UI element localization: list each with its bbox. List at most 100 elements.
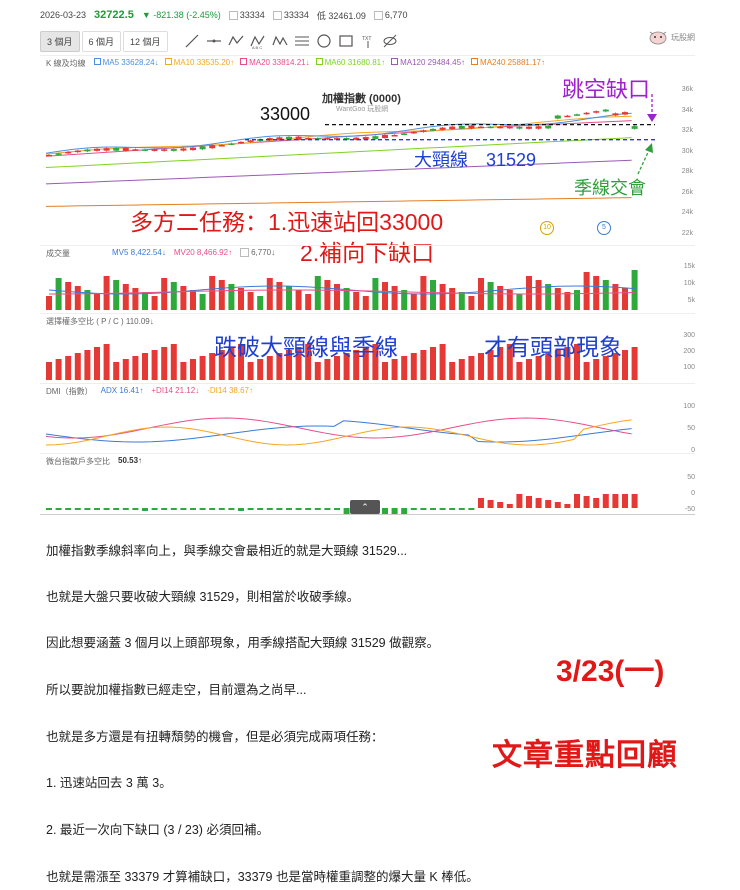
season-arrow (637, 147, 651, 175)
candle (449, 126, 456, 130)
volume-bar (65, 282, 72, 310)
pc-legend: 選擇權多空比 ( P / C ) 110.09↓ (46, 316, 154, 327)
vol-value-text: 6,770↓ (251, 248, 276, 257)
xabcd-pattern-tool-icon[interactable] (270, 32, 290, 50)
fibonacci-tool-icon[interactable] (292, 32, 312, 50)
pc-bar (305, 344, 312, 380)
volume-bar (449, 288, 456, 310)
retail-bar (506, 504, 513, 508)
pc-bar (218, 350, 225, 380)
dmi-chart[interactable] (40, 384, 695, 454)
quote-volume: 6,770 (373, 10, 407, 21)
ma-legend-text: MA20 33814.21↓ (249, 58, 310, 67)
dmi-tick: 50 (687, 425, 695, 432)
candle (142, 149, 148, 151)
candle (46, 154, 52, 157)
pc-bar (487, 350, 494, 380)
candle (334, 138, 340, 140)
retail-bar (497, 502, 504, 508)
pc-bar (247, 362, 254, 380)
svg-text:A B C: A B C (252, 45, 262, 49)
annotation-head: 才有頭部現象 (484, 334, 622, 360)
volume-bar (113, 280, 120, 310)
annotation-gap: 跳空缺口 (562, 77, 651, 102)
annotation-mission-1: 多方二任務：1.迅速站回33000 (130, 209, 444, 235)
retail-bar (122, 508, 129, 510)
retail-bar (410, 508, 417, 510)
period-12m-button[interactable]: 12 個月 (123, 30, 168, 52)
pc-bar (622, 350, 628, 380)
volume-bar (276, 282, 283, 310)
quote-open-value: 33334 (239, 9, 265, 20)
ma-legend-item: MA120 29484.45↑ (391, 58, 465, 69)
adx-line (45, 420, 632, 443)
retail-bar (439, 508, 446, 510)
retail-bar (334, 508, 340, 510)
retail-bar (286, 508, 292, 510)
rectangle-tool-icon[interactable] (336, 32, 356, 50)
volume-bar (535, 280, 542, 310)
period-6m-button[interactable]: 6 個月 (81, 30, 122, 52)
article-line: 也就是多方還是有扭轉頹勢的機會，但是必須完成兩項任務： (46, 730, 384, 744)
volume-bar (602, 280, 609, 310)
retail-bar (401, 508, 408, 514)
retail-bar (622, 494, 628, 508)
pc-bar (478, 353, 484, 380)
candle (554, 115, 561, 119)
retail-bar (458, 508, 465, 510)
annotation-mission-2: 2.補向下缺口 (300, 240, 435, 266)
kline-chart[interactable] (40, 56, 695, 246)
hline-tool-icon[interactable] (204, 32, 224, 50)
vol-value: 6,770↓ (240, 248, 276, 258)
candle (497, 126, 504, 129)
retail-bar (113, 508, 120, 510)
retail-bar (65, 508, 72, 510)
ma-legend-text: MA5 33628.24↓ (102, 58, 159, 67)
volume-bar (142, 292, 148, 310)
retail-ratio-chart[interactable] (40, 454, 695, 514)
pc-bar (170, 344, 177, 380)
retail-bar (46, 508, 52, 510)
circle-tool-icon[interactable] (314, 32, 334, 50)
candle (286, 136, 292, 140)
kline-y-axis: 36k 34k 32k 30k 28k 26k 24k 22k (665, 86, 695, 246)
candle (199, 146, 206, 150)
ma240-line (45, 197, 632, 207)
trendline-tool-icon[interactable] (182, 32, 202, 50)
hide-drawings-eye-icon[interactable] (380, 32, 400, 50)
mv20-value: MV20 8,466.92↑ (173, 248, 233, 257)
volume-chart[interactable] (40, 246, 695, 314)
candle (103, 148, 110, 151)
retail-bar (238, 508, 244, 511)
volume-bar (574, 290, 580, 310)
ma-legend-item: MA10 33535.20↑ (164, 58, 234, 69)
vol-tick: 15k (683, 263, 695, 270)
event-marker-10[interactable]: 10 (540, 221, 554, 235)
period-3m-button[interactable]: 3 個月 (40, 30, 80, 52)
pc-bar (84, 350, 91, 380)
candle (343, 138, 350, 140)
volume-bar (190, 290, 196, 310)
dmi-legend: DMI（指數） ADX 16.41↑ +DI14 21.12↓ -DI14 38… (46, 386, 253, 397)
svg-text:TXT: TXT (362, 36, 371, 42)
kline-y-tick: 22k (681, 229, 693, 237)
retail-bar (218, 508, 225, 510)
volume-bar (94, 294, 100, 310)
pc-bar (151, 350, 158, 380)
collapse-panel-handle[interactable]: ⌃ (350, 500, 380, 514)
volume-bar (74, 286, 81, 310)
retail-bar (545, 500, 552, 508)
candle (535, 126, 542, 129)
event-marker-5[interactable]: 5 (597, 221, 611, 235)
pc-bar (161, 347, 168, 380)
pc-bar (458, 359, 465, 380)
article-line: 也就是需漲至 33379 才算補缺口，33379 也是當時權重調整的爆大量 K … (46, 870, 479, 884)
pc-bar (266, 356, 273, 380)
abc-pattern-tool-icon[interactable]: A B C (248, 32, 268, 50)
text-tool-icon[interactable]: TXT (358, 32, 378, 50)
candle (574, 114, 580, 116)
pc-ratio-chart[interactable] (40, 314, 695, 384)
pc-bar (506, 344, 513, 380)
wave-tool-icon[interactable] (226, 32, 246, 50)
pc-bar (554, 350, 561, 380)
